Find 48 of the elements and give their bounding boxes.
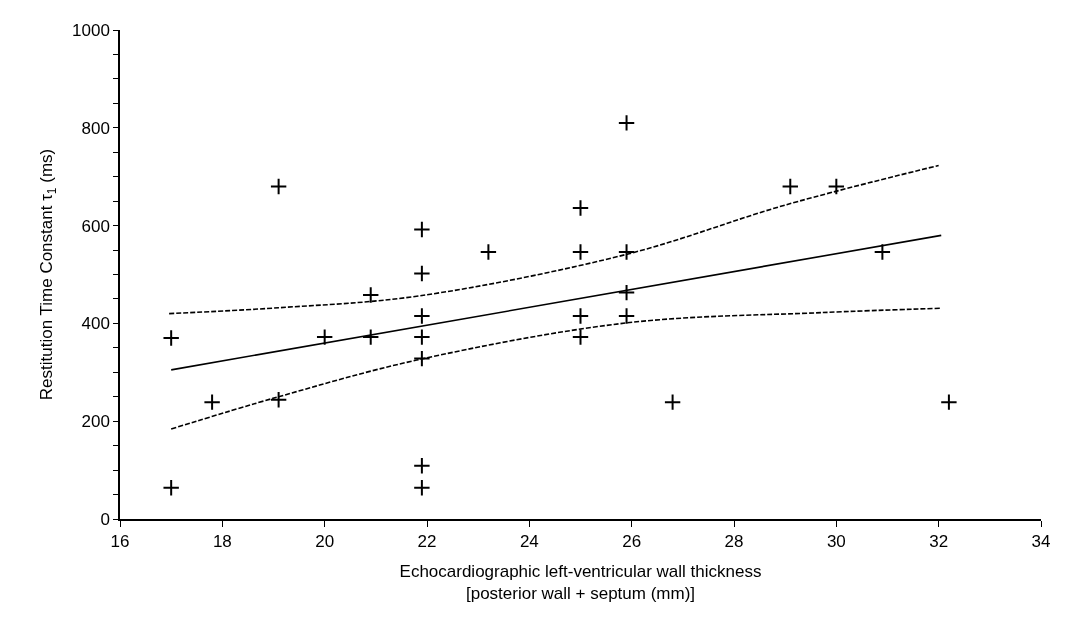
y-tick-label: 0 xyxy=(100,509,110,529)
point xyxy=(269,177,288,196)
point xyxy=(413,307,431,325)
point xyxy=(617,243,636,261)
y-tick-label: 600 xyxy=(81,216,110,236)
point xyxy=(571,307,590,325)
point xyxy=(362,286,380,304)
point xyxy=(873,243,892,261)
point xyxy=(663,393,682,411)
point xyxy=(162,479,180,497)
point xyxy=(413,349,431,368)
point xyxy=(413,479,431,497)
point xyxy=(203,393,221,411)
point xyxy=(479,243,498,261)
x-tick-label: 16 xyxy=(110,532,130,552)
point xyxy=(617,283,636,302)
x-tick-label: 30 xyxy=(826,532,846,552)
point xyxy=(617,114,636,132)
point xyxy=(940,393,958,411)
point xyxy=(413,220,431,239)
point xyxy=(413,328,431,346)
x-tick-label: 32 xyxy=(929,532,949,552)
x-tick-label: 34 xyxy=(1031,532,1051,552)
point xyxy=(413,457,431,475)
point xyxy=(571,328,590,346)
y-tick-label: 400 xyxy=(81,314,110,334)
x-tick-label: 28 xyxy=(724,532,744,552)
point xyxy=(571,243,590,261)
point xyxy=(269,390,288,409)
point xyxy=(781,177,799,196)
line-series xyxy=(170,307,943,430)
x-axis-title: Echocardiographic left-ventricular wall thickness [posterior wall + septum (mm)] xyxy=(399,562,762,604)
x-tick-label: 26 xyxy=(622,532,642,552)
point xyxy=(571,199,590,217)
line-series xyxy=(168,164,940,315)
point xyxy=(315,328,334,346)
y-tick-label: 1000 xyxy=(72,20,110,40)
y-tick-label: 200 xyxy=(81,412,110,432)
x-tick-label: 24 xyxy=(519,532,539,552)
x-tick-label: 22 xyxy=(417,532,437,552)
point xyxy=(413,264,431,283)
x-tick-label: 20 xyxy=(315,532,335,552)
x-tick-label: 18 xyxy=(212,532,232,552)
y-tick-label: 800 xyxy=(81,118,110,138)
point xyxy=(362,328,380,346)
point xyxy=(617,307,636,325)
point xyxy=(827,177,846,196)
point xyxy=(162,329,180,347)
